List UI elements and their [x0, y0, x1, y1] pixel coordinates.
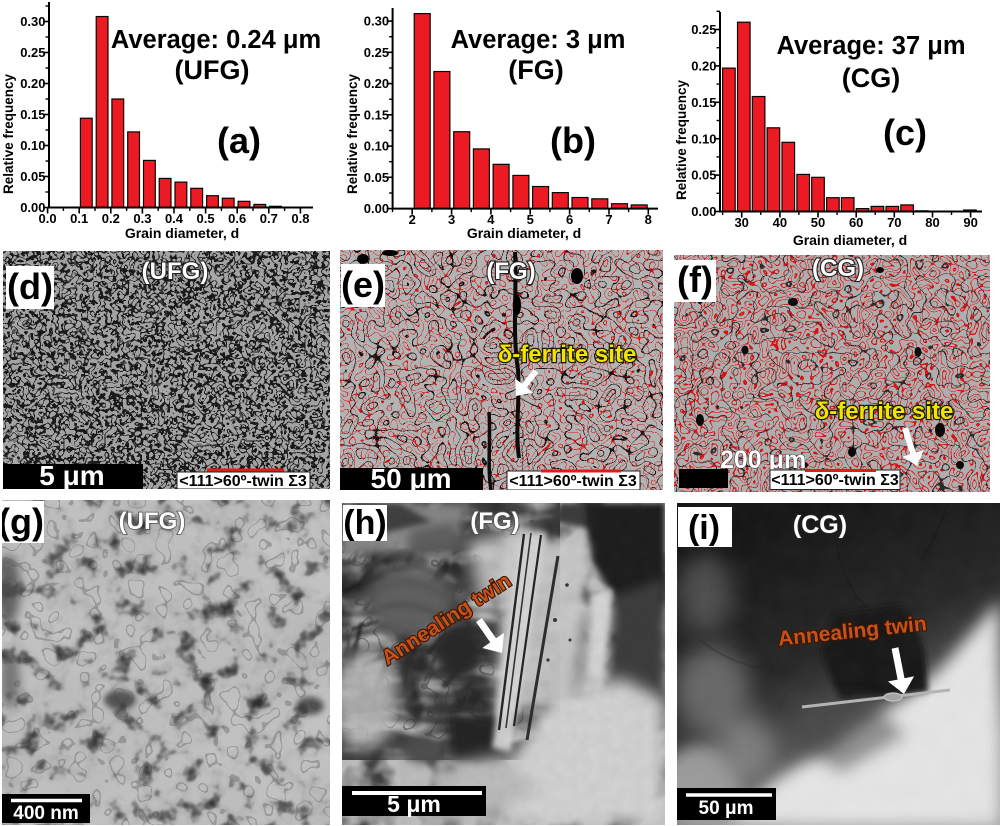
svg-text:0.30: 0.30 [364, 14, 389, 29]
svg-text:0.05: 0.05 [20, 169, 45, 184]
svg-text:<111>60º-twin Σ3: <111>60º-twin Σ3 [509, 473, 637, 490]
svg-text:8: 8 [645, 212, 652, 227]
svg-text:(b): (b) [550, 120, 596, 161]
svg-text:0.25: 0.25 [364, 45, 389, 60]
svg-text:(UFG): (UFG) [142, 258, 209, 285]
svg-text:6: 6 [566, 212, 573, 227]
svg-text:(d): (d) [7, 266, 53, 307]
svg-text:Average: 37 μm: Average: 37 μm [777, 32, 966, 60]
svg-text:0.05: 0.05 [691, 168, 716, 183]
svg-text:(FG): (FG) [508, 55, 563, 85]
svg-text:0.8: 0.8 [291, 211, 309, 226]
svg-text:(g): (g) [2, 501, 44, 542]
svg-text:<111>60º-twin Σ3: <111>60º-twin Σ3 [179, 473, 307, 489]
svg-text:30: 30 [734, 215, 748, 230]
svg-text:<111>60º-twin Σ3: <111>60º-twin Σ3 [771, 472, 899, 489]
svg-text:0.10: 0.10 [691, 131, 716, 146]
svg-text:0.10: 0.10 [364, 139, 389, 154]
svg-text:0.20: 0.20 [364, 76, 389, 91]
svg-text:0.0: 0.0 [39, 211, 57, 226]
svg-text:Grain diameter, d: Grain diameter, d [467, 225, 581, 241]
svg-text:δ-ferrite site: δ-ferrite site [498, 341, 637, 368]
svg-text:Relative frequency: Relative frequency [1, 73, 16, 194]
svg-text:(CG): (CG) [812, 255, 864, 282]
svg-text:50 μm: 50 μm [371, 463, 452, 490]
svg-text:(a): (a) [217, 120, 261, 161]
svg-text:60: 60 [849, 215, 863, 230]
svg-text:Grain diameter, d: Grain diameter, d [793, 232, 907, 248]
svg-text:4: 4 [487, 212, 495, 227]
svg-text:Grain diameter, d: Grain diameter, d [125, 225, 239, 241]
svg-text:Average: 0.24 μm: Average: 0.24 μm [111, 26, 321, 54]
svg-text:(FG): (FG) [470, 508, 519, 535]
svg-text:δ-ferrite site: δ-ferrite site [815, 398, 954, 425]
svg-text:Average: 3 μm: Average: 3 μm [451, 26, 626, 54]
svg-text:(i): (i) [688, 509, 720, 547]
svg-text:Relative frequency: Relative frequency [674, 79, 689, 200]
svg-text:7: 7 [605, 212, 612, 227]
svg-text:0.1: 0.1 [70, 211, 88, 226]
svg-text:80: 80 [925, 215, 939, 230]
svg-text:0.25: 0.25 [691, 22, 716, 37]
svg-text:0.00: 0.00 [364, 201, 389, 216]
svg-text:2: 2 [409, 212, 416, 227]
svg-text:0.10: 0.10 [20, 138, 45, 153]
svg-text:0.5: 0.5 [197, 211, 215, 226]
svg-text:(UFG): (UFG) [175, 55, 250, 85]
svg-text:50 μm: 50 μm [699, 798, 754, 819]
svg-text:70: 70 [887, 215, 901, 230]
svg-text:40: 40 [773, 215, 787, 230]
svg-text:0.4: 0.4 [165, 211, 184, 226]
svg-text:0.20: 0.20 [691, 59, 716, 74]
svg-text:(CG): (CG) [793, 511, 847, 539]
svg-text:0.6: 0.6 [228, 211, 246, 226]
svg-text:(CG): (CG) [842, 63, 900, 93]
svg-text:Relative frequency: Relative frequency [345, 73, 360, 194]
svg-text:50: 50 [811, 215, 825, 230]
svg-text:0.20: 0.20 [20, 76, 45, 91]
svg-text:0.30: 0.30 [20, 14, 45, 29]
svg-text:(f): (f) [677, 259, 713, 300]
svg-text:(c): (c) [883, 112, 927, 153]
svg-text:0.7: 0.7 [260, 211, 278, 226]
svg-text:(FG): (FG) [486, 258, 535, 285]
svg-text:0.15: 0.15 [364, 107, 389, 122]
svg-text:5 μm: 5 μm [387, 791, 441, 817]
svg-text:3: 3 [448, 212, 455, 227]
svg-text:0.25: 0.25 [20, 45, 45, 60]
svg-text:0.00: 0.00 [691, 204, 716, 219]
svg-text:(e): (e) [341, 264, 385, 305]
svg-text:0.15: 0.15 [20, 107, 45, 122]
svg-text:5: 5 [527, 212, 534, 227]
svg-text:400 nm: 400 nm [13, 803, 78, 824]
svg-text:5 μm: 5 μm [39, 460, 104, 489]
svg-text:0.00: 0.00 [20, 200, 45, 215]
svg-text:0.3: 0.3 [133, 211, 151, 226]
svg-text:0.05: 0.05 [364, 170, 389, 185]
svg-text:(h): (h) [343, 504, 386, 542]
svg-text:(UFG): (UFG) [119, 508, 186, 535]
svg-text:90: 90 [963, 215, 977, 230]
svg-text:0.2: 0.2 [102, 211, 120, 226]
svg-text:0.15: 0.15 [691, 95, 716, 110]
